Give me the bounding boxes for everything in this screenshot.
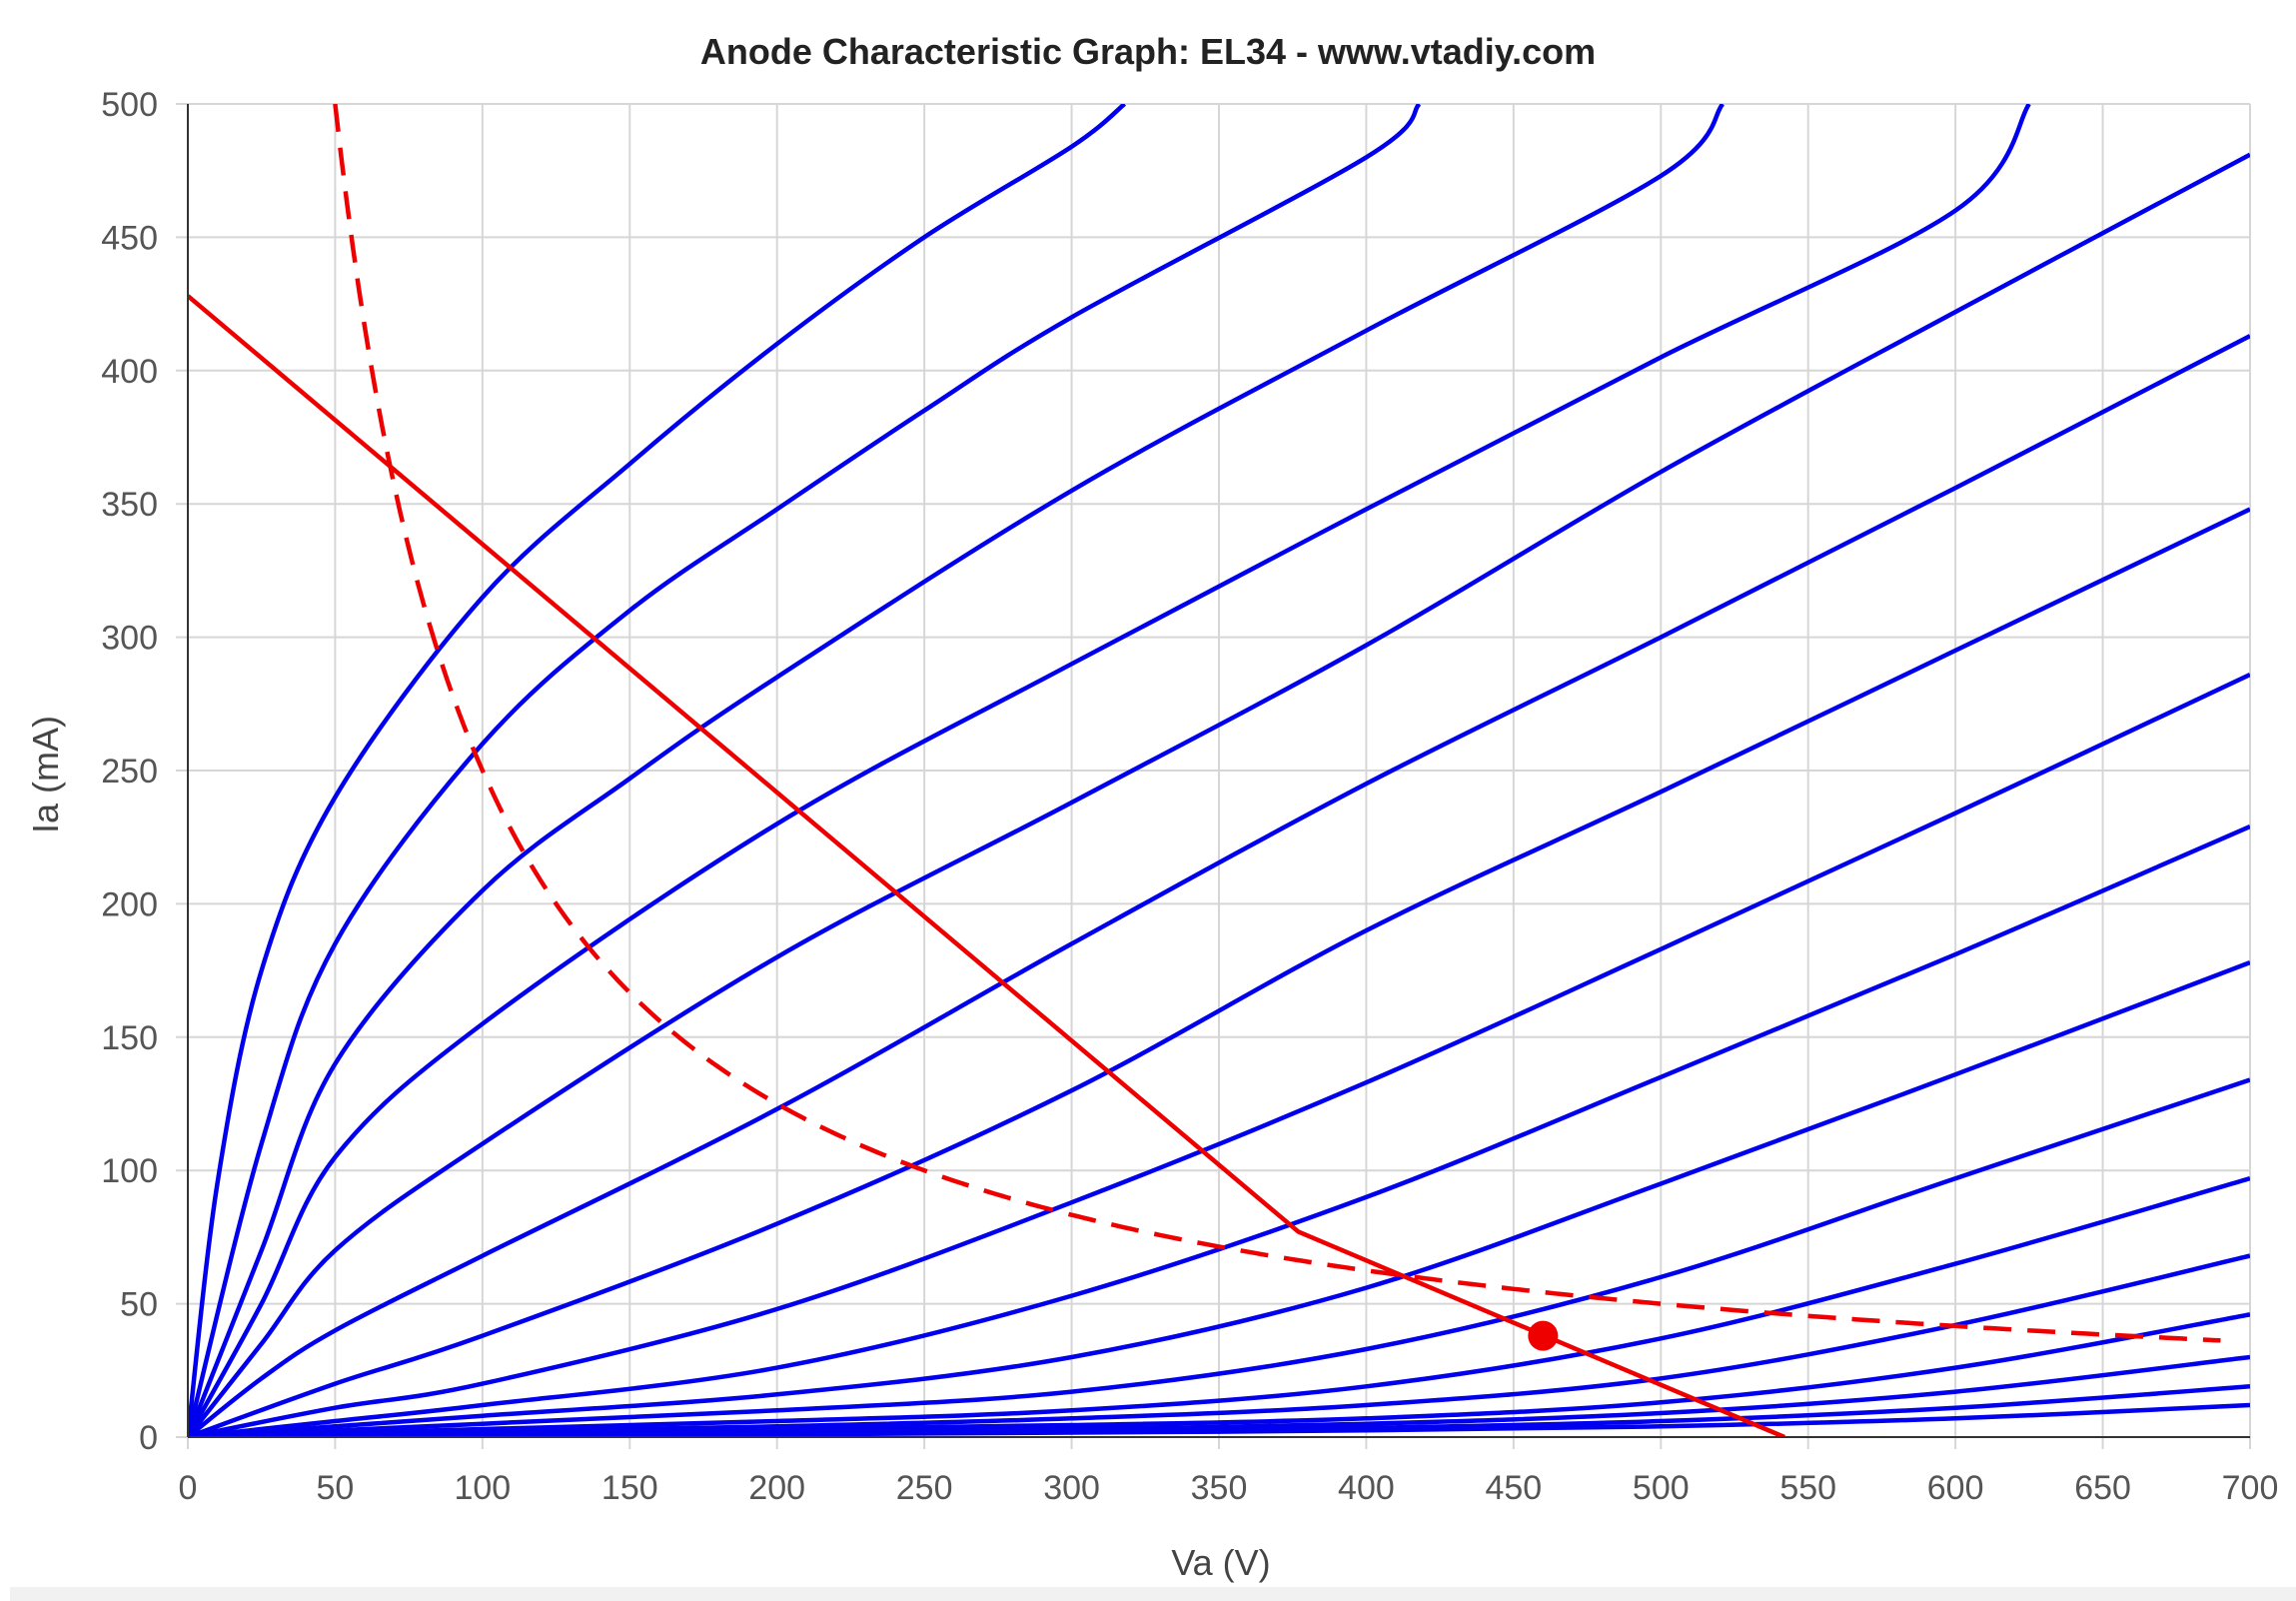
x-tick-label: 250 bbox=[896, 1469, 953, 1507]
y-tick-label: 0 bbox=[139, 1419, 158, 1457]
grid bbox=[176, 103, 2251, 1449]
max-dissipation-curve bbox=[333, 104, 2221, 1343]
x-tick-label: 600 bbox=[1927, 1469, 1984, 1507]
y-axis-label: Ia (mA) bbox=[25, 716, 66, 833]
anode-curve bbox=[188, 823, 2250, 1437]
x-tick-label: 350 bbox=[1191, 1469, 1248, 1507]
load-line-overlay bbox=[188, 104, 2221, 1437]
operating-point bbox=[1528, 1320, 1559, 1351]
y-tick-label: 150 bbox=[101, 1019, 158, 1057]
x-tick-label: 650 bbox=[2074, 1469, 2131, 1507]
y-tick-label: 50 bbox=[120, 1286, 158, 1324]
y-tick-labels: 0 50 100 150 200 250 300 350 400 450 500 bbox=[101, 86, 158, 1457]
y-tick-label: 400 bbox=[101, 353, 158, 391]
anode-curve bbox=[188, 104, 1422, 1437]
x-tick-label: 500 bbox=[1633, 1469, 1690, 1507]
anode-curve bbox=[188, 1176, 2250, 1437]
anode-curve bbox=[188, 104, 1725, 1437]
x-tick-label: 0 bbox=[179, 1469, 198, 1507]
x-tick-label: 150 bbox=[601, 1469, 658, 1507]
axes bbox=[187, 104, 2250, 1438]
y-tick-label: 500 bbox=[101, 86, 158, 124]
anode-curve bbox=[188, 104, 1127, 1437]
x-tick-label: 450 bbox=[1485, 1469, 1542, 1507]
footer-bar bbox=[10, 1587, 2296, 1601]
x-axis-label: Va (V) bbox=[1171, 1542, 1270, 1583]
anode-curve bbox=[188, 1077, 2250, 1437]
y-tick-label: 350 bbox=[101, 486, 158, 524]
anode-curve bbox=[188, 507, 2250, 1437]
y-tick-label: 450 bbox=[101, 219, 158, 257]
x-tick-label: 700 bbox=[2222, 1469, 2279, 1507]
anode-curve bbox=[188, 1402, 2250, 1437]
anode-curve bbox=[188, 672, 2250, 1437]
chart-title: Anode Characteristic Graph: EL34 - www.v… bbox=[700, 31, 1596, 72]
anode-curve bbox=[188, 104, 2031, 1437]
anode-curve bbox=[188, 152, 2250, 1437]
anode-curve bbox=[188, 959, 2250, 1437]
anode-curve bbox=[188, 334, 2250, 1437]
x-tick-label: 50 bbox=[317, 1469, 355, 1507]
x-tick-label: 200 bbox=[748, 1469, 805, 1507]
load-line bbox=[188, 294, 1785, 1437]
x-tick-label: 550 bbox=[1779, 1469, 1836, 1507]
x-tick-label: 100 bbox=[454, 1469, 511, 1507]
x-tick-labels: 0 50 100 150 200 250 300 350 400 450 500 550 600 650 7… bbox=[179, 1469, 2279, 1507]
y-tick-label: 200 bbox=[101, 885, 158, 923]
y-tick-label: 100 bbox=[101, 1152, 158, 1190]
x-tick-label: 300 bbox=[1043, 1469, 1100, 1507]
y-tick-label: 300 bbox=[101, 620, 158, 658]
x-tick-label: 400 bbox=[1338, 1469, 1395, 1507]
anode-curves bbox=[188, 104, 2250, 1437]
y-tick-label: 250 bbox=[101, 753, 158, 791]
